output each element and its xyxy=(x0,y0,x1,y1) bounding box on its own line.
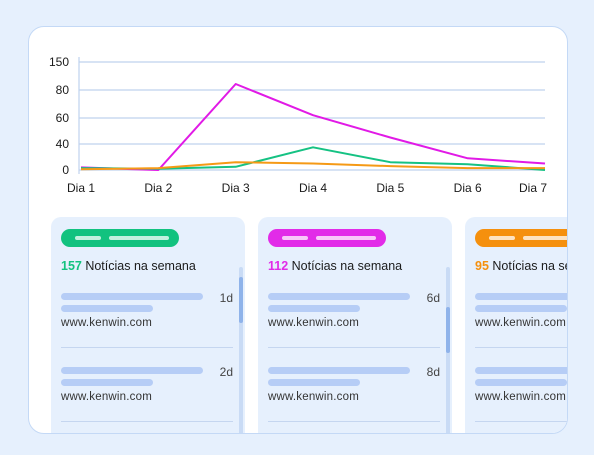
scrollbar[interactable] xyxy=(239,267,243,433)
dashboard-panel: 0 40 60 80 150 Dia 1 Dia 2 Dia 3 Dia 4 Dia 5 Dia … xyxy=(28,26,568,434)
category-pill xyxy=(475,229,567,247)
list-item[interactable]: www.kenwin.com xyxy=(475,367,567,433)
list-item[interactable]: www.kenwin.com xyxy=(475,293,567,365)
y-tick-label: 40 xyxy=(56,137,70,151)
weekly-count: 95 Notícias na semana xyxy=(475,259,567,273)
item-age: 1d xyxy=(219,291,233,305)
weekly-count: 112 Notícias na semana xyxy=(268,259,402,273)
news-card-2[interactable]: 112 Notícias na semana 6d www.kenwin.com… xyxy=(258,217,452,433)
category-pill xyxy=(61,229,179,247)
x-tick-label: Dia 2 xyxy=(144,181,172,195)
item-age: 6d xyxy=(426,291,440,305)
y-tick-label: 80 xyxy=(56,83,70,97)
count-label: Notícias na semana xyxy=(81,259,196,273)
item-source: www.kenwin.com xyxy=(268,317,359,329)
count-value: 157 xyxy=(61,259,82,273)
scrollbar[interactable] xyxy=(446,267,450,433)
item-source: www.kenwin.com xyxy=(475,391,566,403)
x-tick-label: Dia 6 xyxy=(454,181,482,195)
news-card-3[interactable]: 95 Notícias na semana www.kenwin.com www… xyxy=(465,217,567,433)
scrollbar-thumb[interactable] xyxy=(446,307,450,353)
news-card-1[interactable]: 157 Notícias na semana 1d www.kenwin.com… xyxy=(51,217,245,433)
item-source: www.kenwin.com xyxy=(61,391,152,403)
y-tick-label: 0 xyxy=(62,163,69,177)
weekly-count: 157 Notícias na semana xyxy=(61,259,196,273)
news-line-chart: 0 40 60 80 150 Dia 1 Dia 2 Dia 3 Dia 4 Dia 5 Dia … xyxy=(49,55,547,195)
item-source: www.kenwin.com xyxy=(268,391,359,403)
count-label: Notícias na semana xyxy=(288,259,403,273)
news-cards: 157 Notícias na semana 1d www.kenwin.com… xyxy=(29,217,567,433)
y-tick-label: 60 xyxy=(56,111,70,125)
y-tick-label: 150 xyxy=(49,55,69,69)
x-tick-label: Dia 7 xyxy=(519,181,547,195)
count-value: 112 xyxy=(268,259,289,273)
x-tick-label: Dia 5 xyxy=(376,181,404,195)
series-line-3 xyxy=(80,161,545,171)
count-value: 95 xyxy=(475,259,489,273)
scrollbar-thumb[interactable] xyxy=(239,277,243,323)
list-item[interactable]: 2d www.kenwin.com xyxy=(61,365,233,433)
x-tick-label: Dia 4 xyxy=(299,181,327,195)
item-source: www.kenwin.com xyxy=(475,317,566,329)
list-item[interactable]: 6d www.kenwin.com xyxy=(268,291,440,365)
series-line-1 xyxy=(80,83,546,171)
item-age: 8d xyxy=(426,365,440,379)
item-age: 2d xyxy=(219,365,233,379)
item-source: www.kenwin.com xyxy=(61,317,152,329)
count-label: Notícias na semana xyxy=(492,259,567,273)
list-item[interactable]: 1d www.kenwin.com xyxy=(61,291,233,365)
x-tick-label: Dia 3 xyxy=(222,181,250,195)
x-tick-label: Dia 1 xyxy=(67,181,95,195)
category-pill xyxy=(268,229,386,247)
list-item[interactable]: 8d www.kenwin.com xyxy=(268,365,440,433)
